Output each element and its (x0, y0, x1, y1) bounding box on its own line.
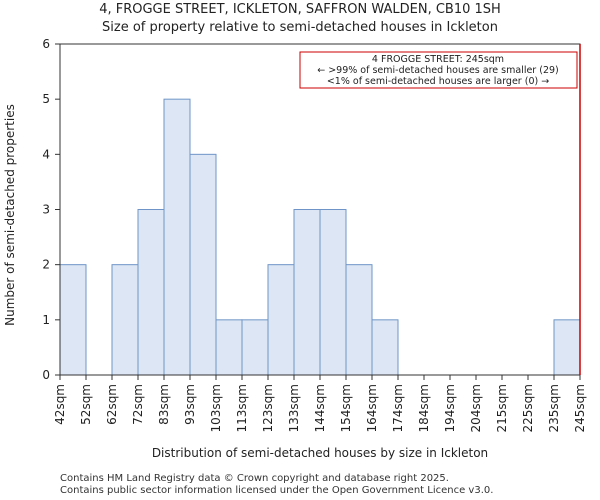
bar-113sqm (241, 319, 269, 376)
y-tick-label: 1 (42, 313, 50, 327)
y-tick-label: 0 (42, 368, 50, 382)
x-tick-label: 72sqm (131, 384, 145, 425)
x-tick-label: 62sqm (105, 384, 119, 425)
x-tick-label: 184sqm (417, 384, 431, 432)
x-tick-label: 194sqm (443, 384, 457, 432)
chart-title: 4, FROGGE STREET, ICKLETON, SAFFRON WALD… (99, 2, 501, 17)
x-tick-label: 123sqm (261, 384, 275, 432)
x-tick-label: 204sqm (469, 384, 483, 432)
annotation-line-1: 4 FROGGE STREET: 245sqm (372, 54, 504, 65)
y-tick-label: 4 (42, 147, 50, 161)
y-tick-label: 5 (42, 92, 50, 106)
bar-133sqm (293, 209, 321, 376)
annotation-line-2: ← >99% of semi-detached houses are small… (317, 65, 559, 76)
x-tick-label: 174sqm (391, 384, 405, 432)
bar-154sqm (345, 264, 373, 376)
x-tick-label: 103sqm (209, 384, 223, 432)
x-axis-ticks: 42sqm 52sqm 62sqm 72sqm 83sqm 93sqm 103sqm 113s… (53, 375, 587, 432)
footer-line-1: Contains HM Land Registry data © Crown c… (60, 473, 449, 484)
bar-72sqm (137, 209, 165, 376)
x-tick-label: 133sqm (287, 384, 301, 432)
bar-235sqm (553, 319, 581, 376)
bars-group (59, 98, 581, 376)
x-tick-label: 83sqm (157, 384, 171, 425)
footer-line-2: Contains public sector information licen… (60, 485, 494, 496)
annotation-frame (299, 51, 578, 89)
x-tick-label: 113sqm (235, 384, 249, 432)
chart-subtitle: Size of property relative to semi-detach… (102, 20, 498, 35)
x-tick-label: 245sqm (573, 384, 587, 432)
x-tick-label: 164sqm (365, 384, 379, 432)
bar-42sqm (59, 264, 87, 376)
x-tick-label: 93sqm (183, 384, 197, 425)
y-axis-label: Number of semi-detached properties (3, 104, 17, 326)
annotation-line-3: <1% of semi-detached houses are larger (… (327, 76, 549, 87)
x-tick-label: 215sqm (495, 384, 509, 432)
y-tick-label: 2 (42, 258, 50, 272)
bar-103sqm (215, 319, 243, 376)
bar-144sqm (319, 209, 347, 376)
bar-83sqm (163, 98, 191, 376)
x-tick-label: 235sqm (547, 384, 561, 432)
x-tick-label: 225sqm (521, 384, 535, 432)
bar-62sqm (111, 264, 139, 376)
x-tick-label: 52sqm (79, 384, 93, 425)
x-tick-label: 42sqm (53, 384, 67, 425)
bar-93sqm (189, 153, 217, 376)
bar-164sqm (371, 319, 399, 376)
y-tick-label: 3 (42, 203, 50, 217)
x-tick-label: 154sqm (339, 384, 353, 432)
x-axis-label: Distribution of semi-detached houses by … (152, 446, 488, 460)
annotation-box: 4 FROGGE STREET: 245sqm← >99% of semi-de… (299, 51, 578, 89)
bar-123sqm (267, 264, 295, 376)
x-tick-label: 144sqm (313, 384, 327, 432)
y-tick-label: 6 (42, 37, 50, 51)
y-axis-ticks: 0 1 2 3 4 5 6 (42, 37, 60, 382)
